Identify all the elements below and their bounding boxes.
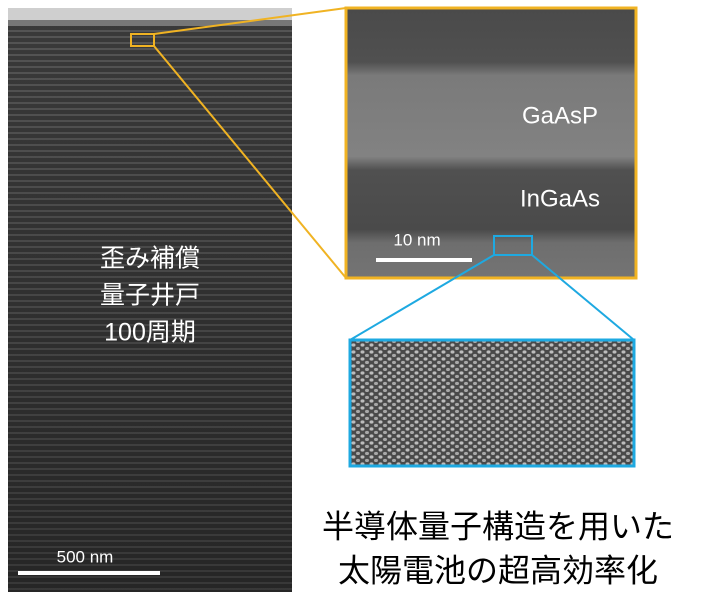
- overview-label: 歪み補償: [100, 245, 200, 273]
- overview-label: 量子井戸: [100, 282, 200, 310]
- scale-bar-label: 500 nm: [57, 547, 114, 566]
- scale-bar: [18, 571, 160, 575]
- scale-bar-label: 10 nm: [393, 230, 440, 249]
- atomic-image: [348, 338, 636, 468]
- zoom-image: [344, 6, 638, 280]
- zoom-box: [493, 235, 533, 256]
- layer-label: InGaAs: [520, 185, 600, 212]
- overview-image: [8, 8, 292, 592]
- zoom-line: [531, 254, 635, 341]
- caption: 半導体量子構造を用いた: [322, 508, 674, 544]
- scale-bar: [376, 258, 472, 262]
- zoom-line: [153, 7, 347, 35]
- overview-label: 100周期: [104, 319, 196, 347]
- layer-label: GaAsP: [522, 102, 598, 129]
- zoom-line: [153, 45, 347, 279]
- caption: 太陽電池の超高効率化: [338, 552, 658, 588]
- zoom-box: [130, 33, 155, 47]
- zoom-line: [349, 254, 495, 341]
